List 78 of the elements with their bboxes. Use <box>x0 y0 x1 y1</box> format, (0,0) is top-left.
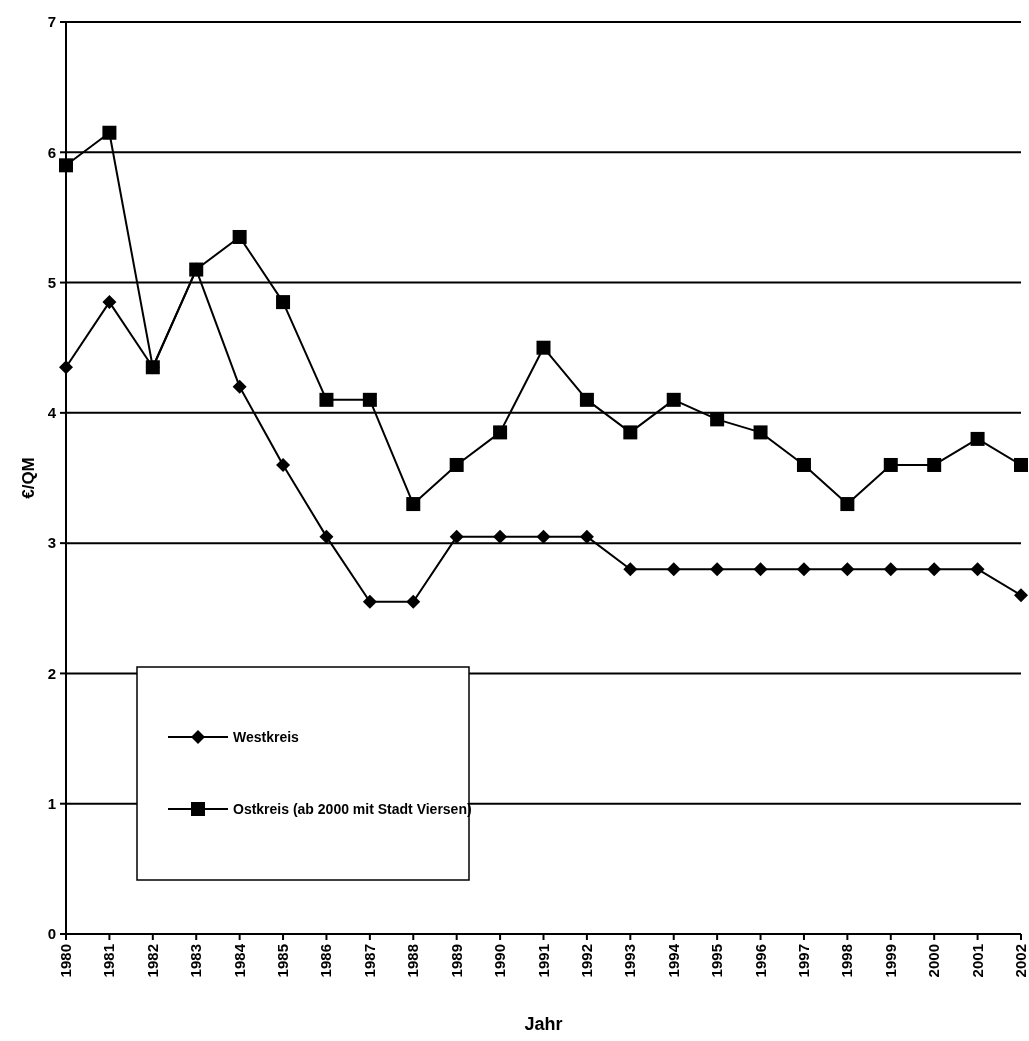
x-tick-label: 1991 <box>534 944 552 978</box>
x-tick-label: 1996 <box>751 944 769 978</box>
point <box>276 295 291 310</box>
x-tick-label: 1982 <box>143 944 161 978</box>
point <box>189 262 204 277</box>
x-tick-label: 1990 <box>491 944 509 978</box>
x-tick-label: 1983 <box>187 944 205 978</box>
y-tick-label: 6 <box>47 143 56 161</box>
y-tick-label: 5 <box>47 273 56 291</box>
x-axis-title: Jahr <box>524 1014 563 1034</box>
y-tick-label: 0 <box>47 925 56 943</box>
x-tick-label: 1992 <box>577 944 595 978</box>
point <box>319 529 334 544</box>
point <box>59 158 73 173</box>
x-tick-label: 1994 <box>664 943 682 978</box>
y-tick-label: 1 <box>47 794 56 812</box>
point <box>449 529 464 544</box>
point <box>1014 588 1028 603</box>
point <box>883 562 898 577</box>
point <box>406 497 421 512</box>
point <box>319 392 334 407</box>
x-tick-label: 1998 <box>838 944 856 978</box>
legend-label: Westkreis <box>233 728 300 745</box>
x-tick-label: 1995 <box>708 944 726 978</box>
point <box>493 529 508 544</box>
point <box>970 562 985 577</box>
point <box>927 457 942 472</box>
point <box>579 392 594 407</box>
point <box>883 457 898 472</box>
point <box>840 562 855 577</box>
point <box>710 562 725 577</box>
point <box>406 594 421 609</box>
point <box>623 562 638 577</box>
x-tick-label: 1988 <box>404 944 422 978</box>
point <box>145 360 160 375</box>
x-tick-label: 1987 <box>360 944 378 978</box>
point <box>449 457 464 472</box>
x-tick-label: 1993 <box>621 944 639 978</box>
point <box>276 457 291 472</box>
y-tick-label: 7 <box>47 13 56 31</box>
y-tick-label: 2 <box>47 664 56 682</box>
point <box>536 529 551 544</box>
point <box>927 562 942 577</box>
point <box>102 295 117 310</box>
x-tick-label: 1986 <box>317 944 335 978</box>
point <box>102 125 117 140</box>
x-tick-label: 1981 <box>100 944 118 978</box>
point <box>753 562 768 577</box>
point <box>753 425 768 440</box>
point <box>579 529 594 544</box>
point <box>232 229 247 244</box>
x-tick-label: 1980 <box>57 944 74 978</box>
point <box>536 340 551 355</box>
y-tick-label: 4 <box>47 404 57 422</box>
point <box>970 431 985 446</box>
y-tick-label: 3 <box>47 534 56 552</box>
x-tick-label: 1997 <box>794 944 812 978</box>
point <box>362 392 377 407</box>
x-tick-label: 1989 <box>447 944 465 978</box>
x-tick-label: 2000 <box>925 944 943 978</box>
point <box>666 392 681 407</box>
x-tick-label: 1985 <box>274 944 292 978</box>
x-tick-label: 2001 <box>968 944 986 978</box>
point <box>796 562 811 577</box>
point <box>1014 457 1028 472</box>
point <box>493 425 508 440</box>
point <box>362 594 377 609</box>
point <box>59 360 73 375</box>
x-tick-label: 1984 <box>230 943 248 978</box>
point <box>796 457 811 472</box>
x-tick-label: 2002 <box>1012 944 1029 978</box>
x-tick-label: 1999 <box>881 944 899 978</box>
y-axis-title: €/QM <box>19 457 38 499</box>
point <box>710 412 725 427</box>
point <box>666 562 681 577</box>
point <box>232 379 247 394</box>
point <box>623 425 638 440</box>
point <box>840 497 855 512</box>
